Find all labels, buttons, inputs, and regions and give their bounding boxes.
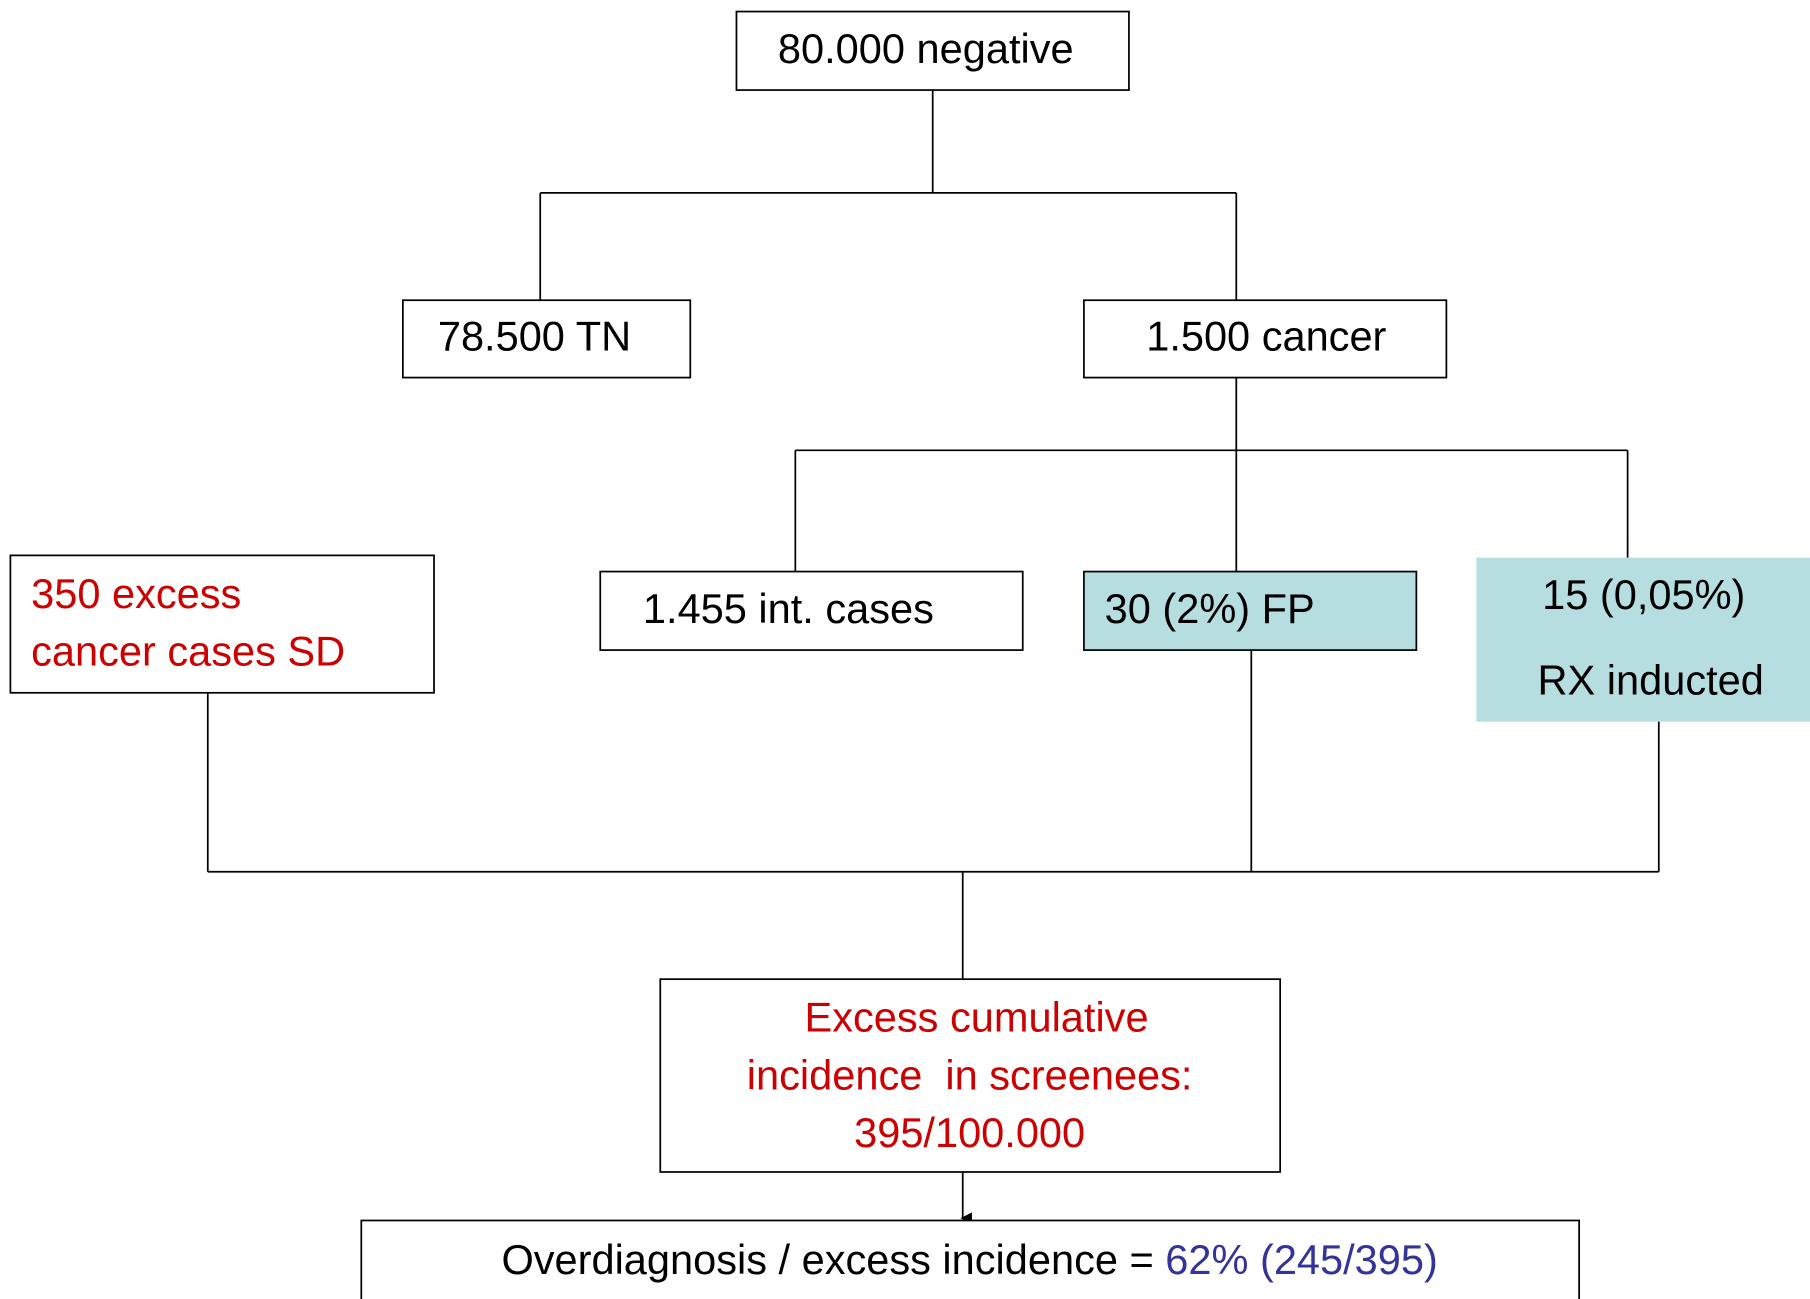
node-label: 80.000 negative [778,25,1074,72]
node-box [1083,570,1418,651]
footer-result: 62% (245/395) [1165,1236,1438,1283]
node-box [1083,299,1448,379]
node-box [9,554,435,694]
node-box [1476,557,1810,722]
node-label: incidence in screenees: [747,1051,1193,1098]
connectors [206,90,1660,1224]
node-box [401,299,692,379]
node-label: 1.500 cancer [1146,312,1386,359]
node-label: 1.455 int. cases [643,585,934,632]
footer-label: Overdiagnosis / excess incidence = [501,1236,1165,1283]
node-label: 395/100.000 [854,1109,1085,1156]
node-box [659,978,1282,1173]
node-label: 15 (0,05%) [1542,571,1745,618]
node-label: RX inducted [1538,657,1764,704]
footer-box [360,1219,1580,1299]
node-box [599,570,1024,651]
node-label: cancer cases SD [31,628,345,675]
node-label: 78.500 TN [438,312,631,359]
node-label: 30 (2%) FP [1105,585,1315,632]
node-box [735,10,1130,91]
node-label: 350 excess [31,570,241,617]
node-label: Excess cumulative [805,994,1149,1041]
footer-text: Overdiagnosis / excess incidence = 62% (… [501,1236,1437,1283]
